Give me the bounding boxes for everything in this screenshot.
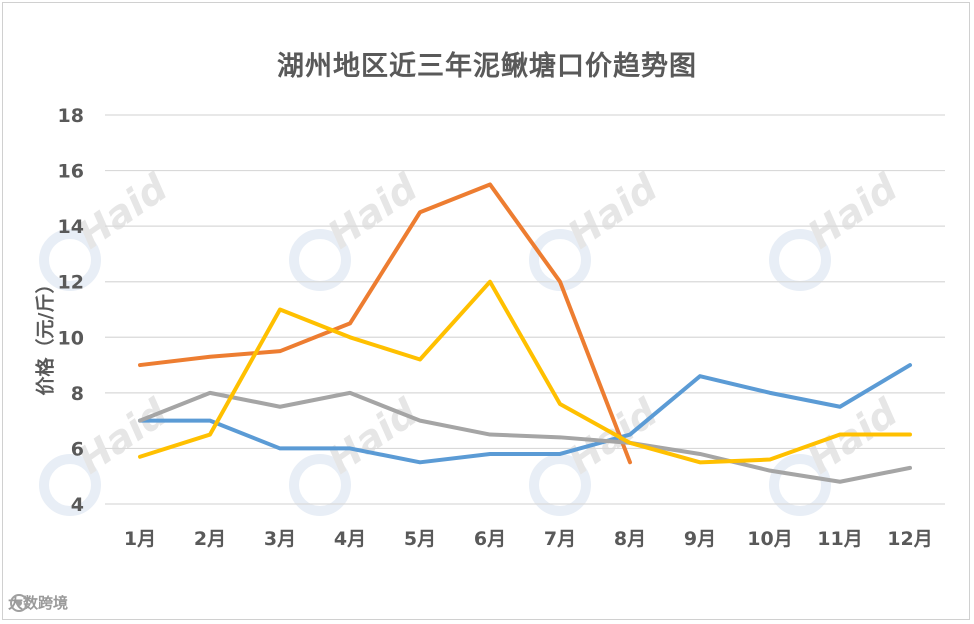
y-tick-label: 18 xyxy=(58,105,84,127)
series-line-2 xyxy=(138,182,632,465)
watermark-swirl-icon xyxy=(39,454,101,516)
series-lines xyxy=(138,182,912,484)
watermark-text: Haid xyxy=(70,390,176,483)
brand-logo-icon xyxy=(10,594,28,612)
series-line-4 xyxy=(138,279,912,465)
y-tick-label: 10 xyxy=(58,327,84,349)
watermark: Haid xyxy=(769,165,906,291)
watermark-text: Haid xyxy=(320,165,426,258)
watermark-text: Haid xyxy=(560,390,666,483)
watermark-swirl-icon xyxy=(529,454,591,516)
y-tick-label: 8 xyxy=(71,383,84,405)
watermark-swirl-icon xyxy=(769,454,831,516)
watermark-swirl-icon xyxy=(769,229,831,291)
watermark: Haid xyxy=(529,165,666,291)
y-tick-labels: 4 6 8 10 12 14 16 18 xyxy=(58,105,84,516)
watermark-text: Haid xyxy=(560,165,666,258)
y-tick-label: 16 xyxy=(58,161,84,183)
y-tick-label: 4 xyxy=(71,494,84,516)
watermark: Haid xyxy=(289,165,426,291)
watermark-swirl-icon xyxy=(39,229,101,291)
watermark-text: Haid xyxy=(800,165,906,258)
x-tick-label: 5月 xyxy=(404,528,436,550)
y-tick-label: 12 xyxy=(58,272,84,294)
x-tick-label: 12月 xyxy=(887,528,932,550)
footer-text: 大数跨境 xyxy=(8,594,69,612)
watermark: Haid xyxy=(529,390,666,516)
x-tick-label: 3月 xyxy=(264,528,296,550)
series-line-3 xyxy=(138,390,912,484)
y-tick-label: 6 xyxy=(71,438,84,460)
x-tick-label: 7月 xyxy=(544,528,576,550)
footer-brand: 大数跨境 xyxy=(8,592,68,613)
x-tick-label: 8月 xyxy=(614,528,646,550)
gridlines xyxy=(105,114,945,505)
x-tick-label: 4月 xyxy=(334,528,366,550)
x-tick-label: 11月 xyxy=(817,528,862,550)
watermark-text: Haid xyxy=(70,165,176,258)
x-tick-label: 2月 xyxy=(194,528,226,550)
x-tick-label: 9月 xyxy=(684,528,716,550)
chart-title: 湖州地区近三年泥鳅塘口价趋势图 xyxy=(277,51,697,82)
x-tick-label: 1月 xyxy=(124,528,156,550)
watermark-swirl-icon xyxy=(289,229,351,291)
series-line-1 xyxy=(138,363,912,465)
y-tick-label: 14 xyxy=(58,216,84,238)
x-tick-label: 6月 xyxy=(474,528,506,550)
x-tick-label: 10月 xyxy=(747,528,792,550)
watermark-swirl-icon xyxy=(289,454,351,516)
x-tick-labels: 1月 2月 3月 4月 5月 6月 7月 8月 9月 10月 11月 12月 xyxy=(124,528,933,550)
